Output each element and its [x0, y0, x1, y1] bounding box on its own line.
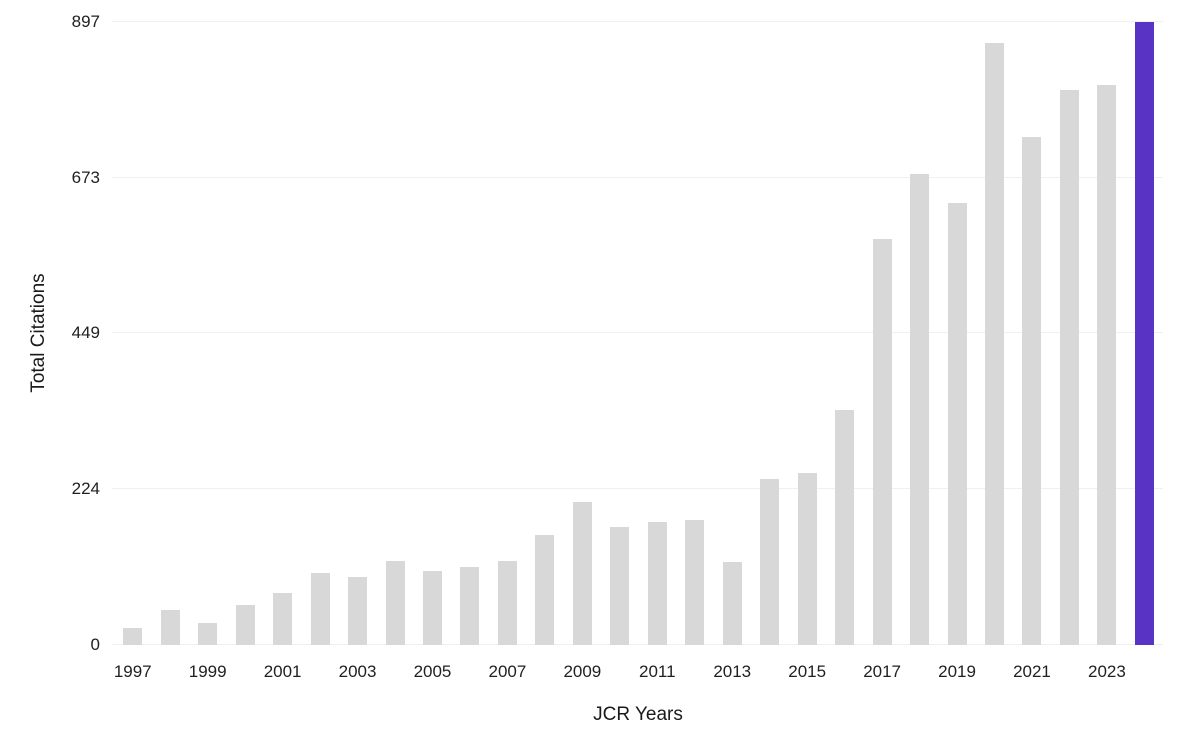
bar-2013[interactable]: [722, 562, 742, 645]
bar-2014[interactable]: [760, 479, 780, 645]
bar-2001[interactable]: [273, 593, 293, 645]
bar-2023[interactable]: [1097, 85, 1117, 645]
bar-slot-2001: 2001: [264, 22, 302, 681]
bars-container: 1997 1999 2001 2003 2005 2007 2009 2011 2013 2015…: [114, 22, 1163, 681]
bar-slot-2022: [1051, 22, 1088, 645]
gridline-449: [112, 332, 1163, 334]
gridline-224: [112, 488, 1163, 490]
bar-1998[interactable]: [160, 610, 180, 645]
x-tick-label-2017: 2017: [863, 662, 902, 681]
gridline-673: [112, 176, 1163, 178]
x-tick-label-2009: 2009: [563, 662, 602, 681]
bar-2007[interactable]: [497, 561, 517, 645]
bar-slot-2000: [226, 22, 263, 645]
x-tick-label-2003: 2003: [338, 662, 377, 681]
x-tick-label-1997: 1997: [113, 662, 152, 681]
bar-slot-2020: [976, 22, 1013, 645]
x-tick-label-2015: 2015: [788, 662, 827, 681]
x-tick-label-2007: 2007: [488, 662, 527, 681]
x-tick-label-2011: 2011: [639, 662, 676, 681]
bar-slot-2021: 2021: [1013, 22, 1051, 681]
bar-slot-2008: [526, 22, 563, 645]
bar-slot-2024: [1126, 22, 1163, 645]
y-tick-label-897: 897: [71, 12, 100, 31]
bar-slot-1998: [151, 22, 188, 645]
bar-slot-2014: [751, 22, 788, 645]
bar-2022[interactable]: [1059, 90, 1079, 645]
y-tick-label-673: 673: [71, 167, 100, 187]
bar-slot-2017: 2017: [863, 22, 901, 681]
bar-slot-2023: 2023: [1088, 22, 1126, 681]
bar-slot-2007: 2007: [489, 22, 526, 681]
bar-2012[interactable]: [685, 520, 705, 645]
bar-1997[interactable]: [123, 628, 143, 645]
bar-2024[interactable]: [1134, 22, 1154, 645]
x-tick-label-2005: 2005: [413, 662, 452, 681]
bar-slot-2005: 2005: [414, 22, 451, 681]
bar-slot-2009: 2009: [563, 22, 601, 681]
bar-2008[interactable]: [535, 535, 555, 645]
bar-2006[interactable]: [460, 567, 480, 645]
bar-2005[interactable]: [422, 571, 442, 645]
bar-2019[interactable]: [947, 203, 967, 645]
bar-slot-2004: [376, 22, 413, 645]
bar-2017[interactable]: [872, 239, 892, 645]
bar-slot-2012: [676, 22, 713, 645]
bar-2004[interactable]: [385, 561, 405, 645]
bar-2018[interactable]: [910, 174, 930, 645]
x-tick-label-2021: 2021: [1013, 662, 1051, 681]
x-tick-label-2013: 2013: [713, 662, 752, 681]
bar-2002[interactable]: [310, 573, 330, 645]
bar-slot-2006: [451, 22, 488, 645]
bar-slot-2018: [901, 22, 938, 645]
bar-2020[interactable]: [985, 43, 1005, 645]
bar-slot-2003: 2003: [339, 22, 376, 681]
bar-slot-1999: 1999: [189, 22, 227, 681]
gridline-897: [112, 21, 1163, 22]
bar-2000[interactable]: [235, 605, 255, 645]
bar-2021[interactable]: [1022, 137, 1042, 645]
x-tick-label-2019: 2019: [938, 662, 976, 681]
x-tick-label-2023: 2023: [1088, 662, 1126, 681]
bar-slot-1997: 1997: [114, 22, 152, 681]
bar-1999[interactable]: [198, 623, 218, 645]
bar-slot-2019: 2019: [938, 22, 976, 681]
bar-2011[interactable]: [647, 522, 667, 645]
bar-slot-2016: [826, 22, 863, 645]
plot-area: 1997 1999 2001 2003 2005 2007 2009 2011 2013 2015…: [112, 21, 1163, 681]
y-tick-label-0: 0: [90, 635, 100, 654]
bar-2009[interactable]: [572, 502, 592, 645]
bar-2016[interactable]: [835, 410, 855, 645]
bar-slot-2013: 2013: [713, 22, 751, 681]
x-axis-title: JCR Years: [593, 704, 683, 725]
y-tick-label-449: 449: [71, 323, 100, 343]
y-tick-label-224: 224: [71, 479, 100, 499]
bar-slot-2011: 2011: [639, 22, 676, 681]
x-tick-label-1999: 1999: [188, 662, 227, 681]
x-tick-label-2001: 2001: [263, 662, 302, 681]
gridline-0: [112, 644, 1163, 645]
bar-slot-2015: 2015: [788, 22, 826, 681]
bar-2015[interactable]: [797, 473, 817, 645]
y-axis-tick-labels: 0 224 449 673 897: [0, 12, 100, 654]
bar-2010[interactable]: [610, 527, 630, 645]
bar-slot-2010: [601, 22, 638, 645]
bar-2003[interactable]: [348, 577, 368, 645]
bar-slot-2002: [301, 22, 338, 645]
